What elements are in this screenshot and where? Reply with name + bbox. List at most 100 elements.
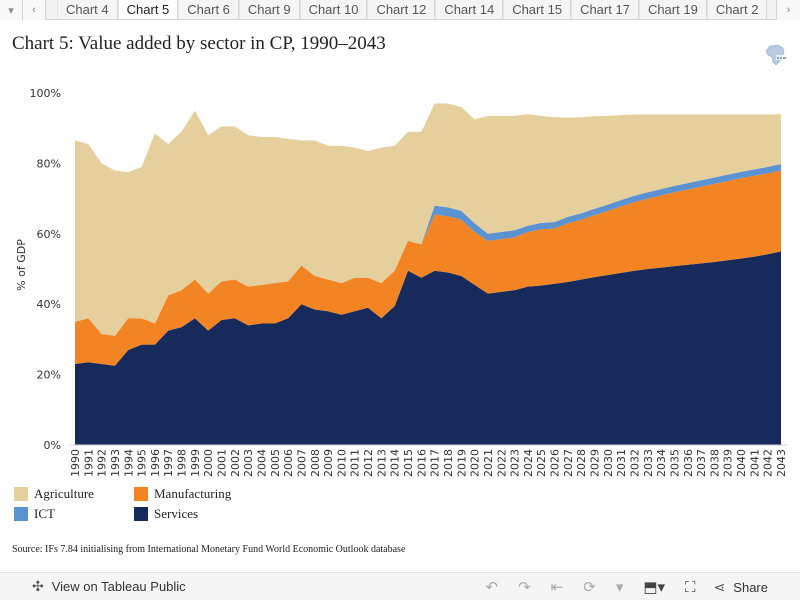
x-tick-label: 2008 <box>309 449 322 477</box>
tab-chart-15[interactable]: Chart 15 <box>503 0 572 19</box>
x-tick-label: 2042 <box>762 449 775 477</box>
share-label: Share <box>733 579 768 595</box>
x-tick-label: 2041 <box>748 449 761 477</box>
africa-logo-icon <box>765 44 787 66</box>
x-tick-label: 2035 <box>668 449 681 477</box>
tab-menu-icon[interactable]: ▾ <box>0 0 23 20</box>
tab-chart-6[interactable]: Chart 6 <box>178 0 239 19</box>
y-tick-label: 40% <box>37 298 61 311</box>
x-tick-label: 2018 <box>442 449 455 477</box>
legend-label: Services <box>154 506 199 521</box>
x-tick-label: 1996 <box>149 449 162 477</box>
x-tick-label: 2005 <box>269 449 282 477</box>
x-tick-label: 2000 <box>202 449 215 477</box>
x-tick-label: 2029 <box>589 449 602 477</box>
area-ict[interactable] <box>75 164 781 336</box>
area-agriculture[interactable] <box>75 103 781 336</box>
share-icon: ⋖ <box>713 578 726 595</box>
revert-icon[interactable]: ⇤ <box>550 579 564 596</box>
x-tick-label: 1993 <box>109 449 122 477</box>
legend-label: ICT <box>34 506 55 521</box>
x-tick-label: 2043 <box>775 449 788 477</box>
tab-chart-4[interactable]: Chart 4 <box>57 0 118 19</box>
view-on-tableau-label: View on Tableau Public <box>51 579 186 594</box>
x-tick-label: 2012 <box>362 449 375 477</box>
y-tick-label: 0% <box>44 439 61 452</box>
tab-chart-2[interactable]: Chart 2 <box>706 0 768 19</box>
refresh-icon[interactable]: ⟳ <box>583 579 596 596</box>
legend-item-services[interactable]: Services <box>134 506 198 522</box>
fullscreen-icon[interactable]: ⛶ <box>685 578 696 596</box>
legend-item-ict[interactable]: ICT <box>14 506 55 522</box>
x-tick-label: 2039 <box>722 449 735 477</box>
x-tick-label: 2009 <box>322 449 335 477</box>
share-button[interactable]: ⋖ Share <box>714 579 768 596</box>
tab-next-icon[interactable]: › <box>776 0 800 20</box>
x-tick-label: 2036 <box>682 449 695 477</box>
tableau-toolbar: ✣ View on Tableau Public ↶ ↷ ⇤ ⟳ ▾ ⬒▾ ⛶ … <box>0 572 800 600</box>
tab-chart-12[interactable]: Chart 12 <box>367 0 436 19</box>
x-tick-label: 2015 <box>402 449 415 477</box>
x-tick-label: 2020 <box>469 449 482 477</box>
x-tick-label: 2019 <box>455 449 468 477</box>
x-tick-label: 2031 <box>615 449 628 477</box>
legend-item-manufacturing[interactable]: Manufacturing <box>134 486 231 502</box>
x-tick-label: 2023 <box>509 449 522 477</box>
tab-chart-14[interactable]: Chart 14 <box>435 0 504 19</box>
tab-chart-10[interactable]: Chart 10 <box>299 0 368 19</box>
view-on-tableau-button[interactable]: ✣ View on Tableau Public <box>32 578 186 595</box>
tab-prev-icon[interactable]: ‹ <box>23 0 46 20</box>
area-services[interactable] <box>75 251 781 445</box>
legend-swatch <box>134 507 148 521</box>
x-tick-label: 2011 <box>349 449 362 477</box>
x-tick-label: 2017 <box>429 449 442 477</box>
undo-icon[interactable]: ↶ <box>485 579 499 596</box>
source-note: Source: IFs 7.84 initialising from Inter… <box>12 544 406 555</box>
redo-icon[interactable]: ↷ <box>518 579 531 596</box>
x-tick-label: 1995 <box>136 449 149 477</box>
x-tick-label: 2002 <box>229 449 242 477</box>
tab-chart-19[interactable]: Chart 19 <box>638 0 707 19</box>
sheet-tabs: Chart 4 Chart 5 Chart 6 Chart 9 Chart 10 Char… <box>57 0 769 19</box>
x-tick-label: 1991 <box>82 449 95 477</box>
x-tick-label: 2014 <box>389 449 402 477</box>
x-tick-label: 1990 <box>69 449 82 477</box>
download-icon[interactable]: ⬒▾ <box>643 579 666 596</box>
x-tick-label: 1997 <box>162 449 175 477</box>
tab-chart-9[interactable]: Chart 9 <box>238 0 300 19</box>
legend-label: Manufacturing <box>154 486 232 501</box>
x-tick-label: 2021 <box>482 449 495 477</box>
legend-swatch <box>134 487 148 501</box>
x-tick-label: 1994 <box>122 449 135 477</box>
tab-chart-5[interactable]: Chart 5 <box>117 0 179 19</box>
y-tick-label: 100% <box>30 87 61 100</box>
x-tick-label: 1999 <box>189 449 202 477</box>
tab-chart-17[interactable]: Chart 17 <box>571 0 639 19</box>
y-tick-label: 60% <box>37 228 61 241</box>
y-axis-label: % of GDP <box>15 239 28 291</box>
pause-dropdown-icon[interactable]: ▾ <box>615 579 624 596</box>
x-tick-label: 2026 <box>549 449 562 477</box>
x-tick-label: 1998 <box>176 449 189 477</box>
x-tick-label: 1992 <box>96 449 109 477</box>
tableau-icon: ✣ <box>32 578 44 594</box>
x-tick-label: 2006 <box>282 449 295 477</box>
x-tick-label: 2022 <box>495 449 508 477</box>
x-tick-label: 2007 <box>295 449 308 477</box>
area-manufacturing[interactable] <box>75 170 781 366</box>
x-tick-label: 2037 <box>695 449 708 477</box>
x-tick-label: 2027 <box>562 449 575 477</box>
x-tick-label: 2032 <box>628 449 641 477</box>
legend-item-agriculture[interactable]: Agriculture <box>14 486 94 502</box>
x-tick-label: 2001 <box>216 449 229 477</box>
x-tick-label: 2010 <box>335 449 348 477</box>
x-tick-label: 2024 <box>522 449 535 477</box>
legend-swatch <box>14 487 28 501</box>
y-tick-label: 20% <box>37 369 61 382</box>
x-tick-label: 2040 <box>735 449 748 477</box>
x-tick-label: 2028 <box>575 449 588 477</box>
x-tick-label: 2034 <box>655 449 668 477</box>
legend-swatch <box>14 507 28 521</box>
x-tick-label: 2038 <box>708 449 721 477</box>
x-tick-label: 2004 <box>255 449 268 477</box>
